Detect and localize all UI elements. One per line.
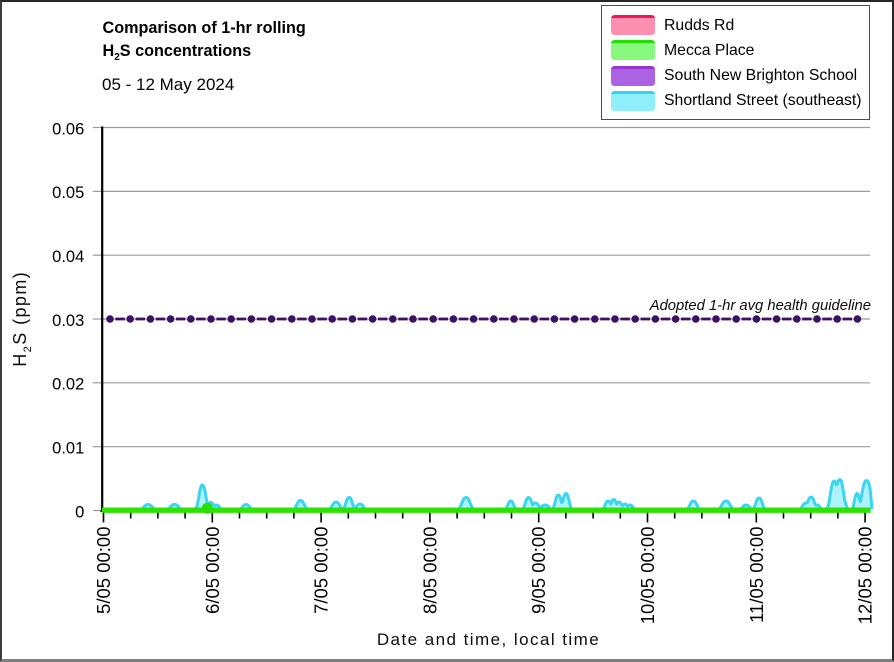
svg-text:9/05 00:00: 9/05 00:00 [528,527,549,614]
svg-text:6/05 00:00: 6/05 00:00 [202,527,223,614]
svg-text:0.04: 0.04 [52,248,84,266]
svg-text:0.06: 0.06 [52,120,84,138]
svg-text:0.05: 0.05 [52,184,84,202]
svg-text:0: 0 [75,503,84,521]
svg-text:0.03: 0.03 [52,312,84,330]
svg-text:7/05 00:00: 7/05 00:00 [311,527,332,614]
svg-text:5/05 00:00: 5/05 00:00 [93,527,114,614]
svg-text:10/05 00:00: 10/05 00:00 [637,527,658,625]
svg-text:0.01: 0.01 [52,440,84,458]
svg-text:12/05 00:00: 12/05 00:00 [855,527,876,625]
svg-text:0.02: 0.02 [52,376,84,394]
svg-text:11/05 00:00: 11/05 00:00 [746,527,767,623]
svg-text:8/05 00:00: 8/05 00:00 [419,527,440,614]
